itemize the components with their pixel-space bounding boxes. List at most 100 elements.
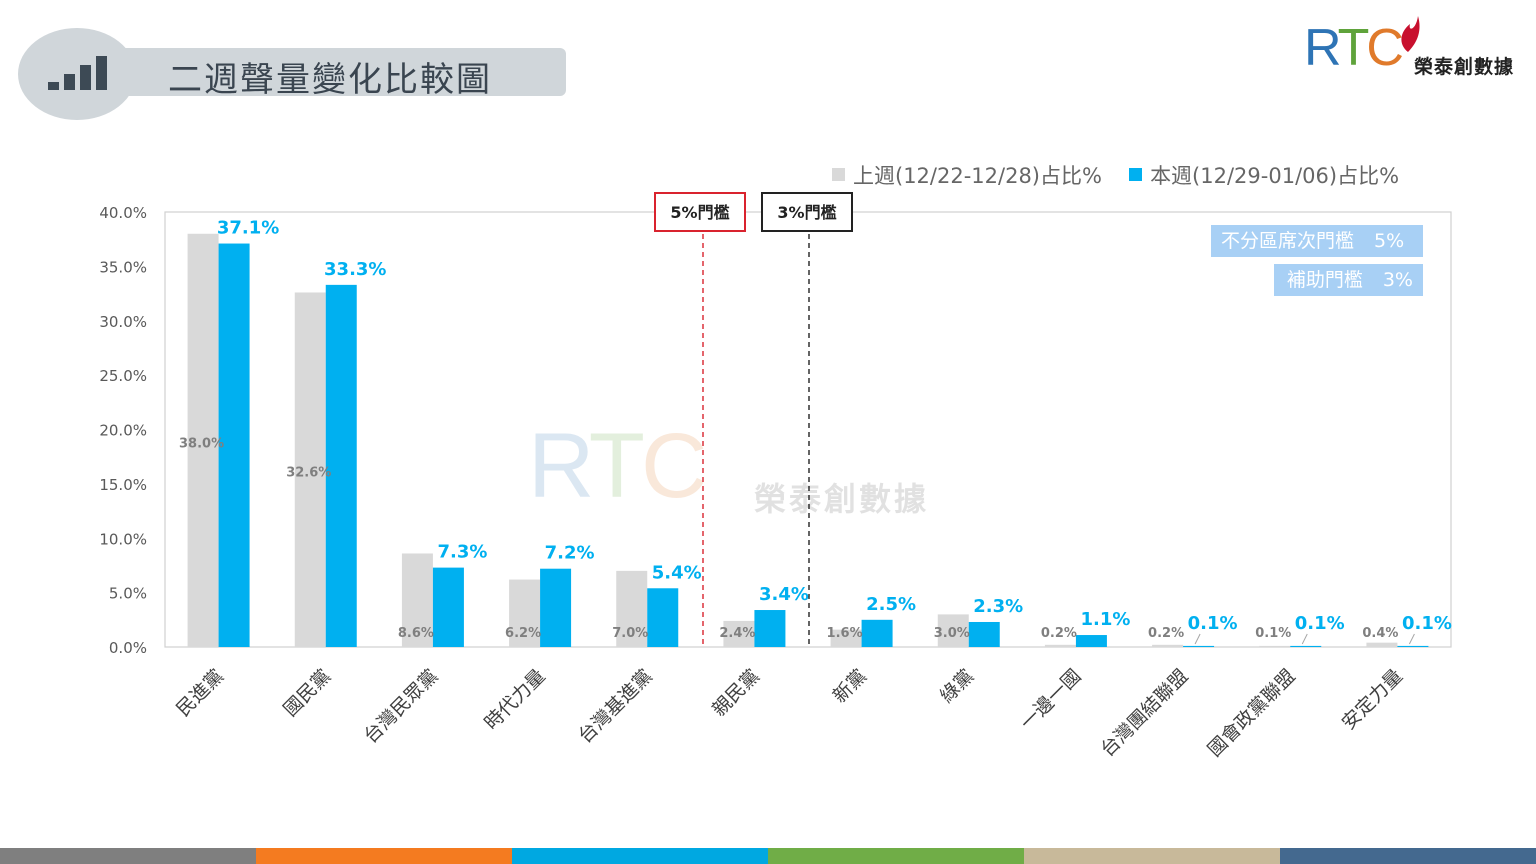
label-leader-line — [1301, 633, 1308, 645]
category-label: 一邊一國 — [1016, 665, 1085, 734]
data-label-last-week: 0.1% — [1255, 626, 1291, 641]
data-label-last-week: 1.6% — [827, 626, 863, 641]
threshold-3-label: 3%門檻 — [761, 192, 853, 232]
brand-logo-mark: RTC — [1304, 19, 1404, 77]
y-tick-label: 20.0% — [99, 422, 147, 440]
legend-item-last-week: 上週(12/22-12/28)占比% — [832, 160, 1102, 190]
note-subsidy-value: 3% — [1382, 269, 1413, 291]
category-label: 國會政黨聯盟 — [1204, 665, 1300, 761]
label-leader-line — [1408, 633, 1415, 645]
strip-segment — [256, 848, 512, 864]
data-label-this-week: 7.2% — [545, 543, 595, 564]
bar-last-week — [616, 570, 648, 647]
strip-segment — [512, 848, 768, 864]
category-label: 台灣民眾黨 — [360, 665, 443, 748]
y-tick-label: 10.0% — [99, 530, 147, 548]
title-pill — [88, 48, 566, 96]
legend-label-this-week: 本週(12/29-01/06)占比% — [1150, 164, 1400, 188]
data-label-last-week: 0.2% — [1041, 626, 1077, 641]
y-tick-label: 15.0% — [99, 476, 147, 494]
bar-this-week — [540, 568, 572, 647]
legend-swatch-last-week — [832, 168, 845, 181]
brand-name: 榮泰創數據 — [1414, 56, 1515, 78]
bar-last-week — [509, 579, 541, 647]
bar-last-week — [830, 629, 862, 647]
data-label-this-week: 2.3% — [973, 596, 1023, 617]
chart-legend: 上週(12/22-12/28)占比% 本週(12/29-01/06)占比% — [832, 160, 1421, 190]
bar-last-week — [1366, 642, 1398, 647]
bar-this-week — [1397, 645, 1429, 647]
legend-item-this-week: 本週(12/29-01/06)占比% — [1129, 160, 1399, 190]
brand-logo: RTC 榮泰創數據 — [1298, 14, 1528, 84]
y-tick-label: 30.0% — [99, 313, 147, 331]
data-label-this-week: 37.1% — [217, 218, 279, 239]
bar-last-week — [294, 292, 326, 647]
note-subsidy-threshold: 補助門檻 3% — [1274, 264, 1423, 296]
bar-this-week — [968, 621, 1000, 647]
category-label: 台灣團結聯盟 — [1096, 665, 1192, 761]
y-tick-label: 25.0% — [99, 367, 147, 385]
y-tick-label: 0.0% — [109, 639, 147, 657]
bar-this-week — [218, 243, 250, 647]
bar-this-week — [647, 588, 679, 647]
title-banner: 二週聲量變化比較圖 — [18, 28, 578, 120]
note-at-large-threshold: 不分區席次門檻 5% — [1211, 225, 1423, 257]
bar-last-week — [1259, 645, 1291, 647]
strip-segment — [1280, 848, 1536, 864]
bar-last-week — [937, 614, 969, 647]
category-label: 時代力量 — [480, 665, 549, 734]
note-at-large-value: 5% — [1374, 230, 1405, 252]
legend-label-last-week: 上週(12/22-12/28)占比% — [853, 164, 1102, 188]
data-label-last-week: 0.4% — [1362, 626, 1398, 641]
bar-this-week — [754, 610, 786, 647]
category-label: 新黨 — [829, 665, 871, 707]
bar-this-week — [861, 619, 893, 647]
data-label-last-week: 0.2% — [1148, 626, 1184, 641]
data-label-this-week: 5.4% — [652, 562, 702, 583]
y-tick-label: 5.0% — [109, 585, 147, 603]
bar-last-week — [187, 233, 219, 647]
bar-this-week — [325, 284, 357, 647]
note-subsidy-label: 補助門檻 — [1286, 269, 1363, 291]
strip-segment — [768, 848, 1024, 864]
data-label-last-week: 7.0% — [612, 626, 648, 641]
legend-swatch-this-week — [1129, 168, 1143, 181]
bar-last-week — [723, 620, 755, 647]
flame-icon — [1401, 16, 1420, 52]
y-tick-label: 35.0% — [99, 258, 147, 276]
data-label-last-week: 38.0% — [179, 436, 224, 451]
category-label: 台灣基進黨 — [574, 665, 657, 748]
bar-last-week — [1044, 644, 1076, 647]
bar-this-week — [1290, 645, 1322, 647]
data-label-last-week: 3.0% — [934, 626, 970, 641]
data-label-this-week: 7.3% — [437, 542, 487, 563]
strip-segment — [0, 848, 256, 864]
data-label-last-week: 6.2% — [505, 626, 541, 641]
category-label: 國民黨 — [279, 665, 335, 721]
data-label-this-week: 0.1% — [1295, 613, 1345, 634]
bar-this-week — [1183, 645, 1215, 647]
data-label-last-week: 8.6% — [398, 626, 434, 641]
data-label-this-week: 0.1% — [1402, 613, 1452, 634]
data-label-this-week: 0.1% — [1188, 613, 1238, 634]
category-label: 綠黨 — [936, 665, 978, 707]
category-label: 親民黨 — [708, 665, 764, 721]
bar-last-week — [401, 553, 433, 647]
title-circle — [18, 28, 136, 120]
footer-color-strip — [0, 848, 1536, 864]
data-label-this-week: 2.5% — [866, 594, 916, 615]
bar-this-week — [432, 567, 464, 647]
data-label-this-week: 3.4% — [759, 584, 809, 605]
data-label-last-week: 32.6% — [286, 466, 331, 481]
bar-last-week — [1152, 644, 1184, 647]
bar-chart-icon — [48, 56, 108, 90]
strip-segment — [1024, 848, 1280, 864]
data-label-this-week: 1.1% — [1080, 609, 1130, 630]
page-title: 二週聲量變化比較圖 — [168, 60, 492, 100]
data-label-this-week: 33.3% — [324, 259, 386, 280]
label-leader-line — [1194, 633, 1201, 645]
threshold-5-label: 5%門檻 — [654, 192, 746, 232]
note-at-large-label: 不分區席次門檻 — [1221, 230, 1355, 252]
data-label-last-week: 2.4% — [719, 626, 755, 641]
bar-this-week — [1075, 635, 1107, 647]
